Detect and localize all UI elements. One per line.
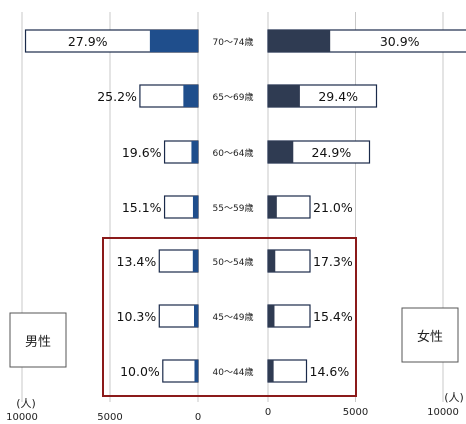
male-axis-tick: 0 — [195, 412, 201, 423]
male-percent-label: 15.1% — [122, 200, 162, 215]
female-unit-label: (人) — [444, 391, 464, 404]
male-bar-shaded — [149, 30, 198, 52]
female-percent-label: 30.9% — [380, 34, 420, 49]
female-legend-box — [401, 307, 459, 363]
category-label: 55〜59歳 — [213, 202, 254, 214]
male-bar-shaded — [192, 250, 198, 272]
male-legend-box — [9, 312, 67, 368]
male-percent-label: 19.6% — [122, 145, 162, 160]
category-label: 60〜64歳 — [213, 147, 254, 159]
female-bar-shaded — [268, 85, 300, 107]
male-bar-shaded — [192, 196, 198, 218]
female-axis-tick: 10000 — [427, 407, 459, 418]
male-percent-label: 10.0% — [120, 364, 160, 379]
female-legend-label: 女性 — [417, 329, 443, 345]
female-bar-shaded — [268, 305, 275, 327]
female-percent-label: 15.4% — [313, 309, 353, 324]
female-bar — [267, 359, 308, 383]
female-percent-label: 24.9% — [312, 145, 352, 160]
category-label: 50〜54歳 — [213, 256, 254, 268]
bars-layer — [24, 29, 466, 383]
male-bar — [158, 249, 199, 273]
female-percent-label: 17.3% — [313, 254, 353, 269]
male-legend-label: 男性 — [25, 335, 51, 350]
labels-layer: 70〜74歳 27.9% 30.9% 65〜69歳 25.2% 29.4% 60〜64歳 19… — [68, 34, 420, 379]
male-bar — [158, 304, 199, 328]
female-percent-label: 21.0% — [313, 200, 353, 215]
male-bar — [162, 359, 199, 383]
male-percent-label: 25.2% — [97, 89, 137, 104]
female-percent-label: 14.6% — [310, 364, 350, 379]
male-percent-label: 27.9% — [68, 34, 108, 49]
highlight-box — [102, 237, 357, 397]
female-bar-shaded — [268, 250, 276, 272]
category-label: 70〜74歳 — [213, 36, 254, 48]
female-bar-shaded — [268, 141, 294, 163]
female-bar-shaded — [268, 360, 274, 382]
female-axis-tick: 0 — [265, 407, 271, 418]
male-percent-label: 13.4% — [117, 254, 157, 269]
male-percent-label: 10.3% — [117, 309, 157, 324]
category-label: 45〜49歳 — [213, 311, 254, 323]
male-bar-shaded — [194, 360, 198, 382]
axis-ticks: 10000 5000 0 0 5000 10000 — [6, 407, 459, 423]
male-unit-label: (人) — [16, 397, 36, 410]
female-axis-tick: 5000 — [343, 407, 368, 418]
female-bar-shaded — [268, 196, 277, 218]
male-axis-tick: 5000 — [97, 412, 122, 423]
male-axis-tick: 10000 — [6, 412, 38, 423]
female-bar-shaded — [268, 30, 331, 52]
female-percent-label: 29.4% — [318, 89, 358, 104]
male-bar-shaded — [183, 85, 198, 107]
category-label: 40〜44歳 — [213, 366, 254, 378]
category-label: 65〜69歳 — [213, 91, 254, 103]
male-bar-shaded — [194, 305, 198, 327]
male-bar-shaded — [191, 141, 198, 163]
